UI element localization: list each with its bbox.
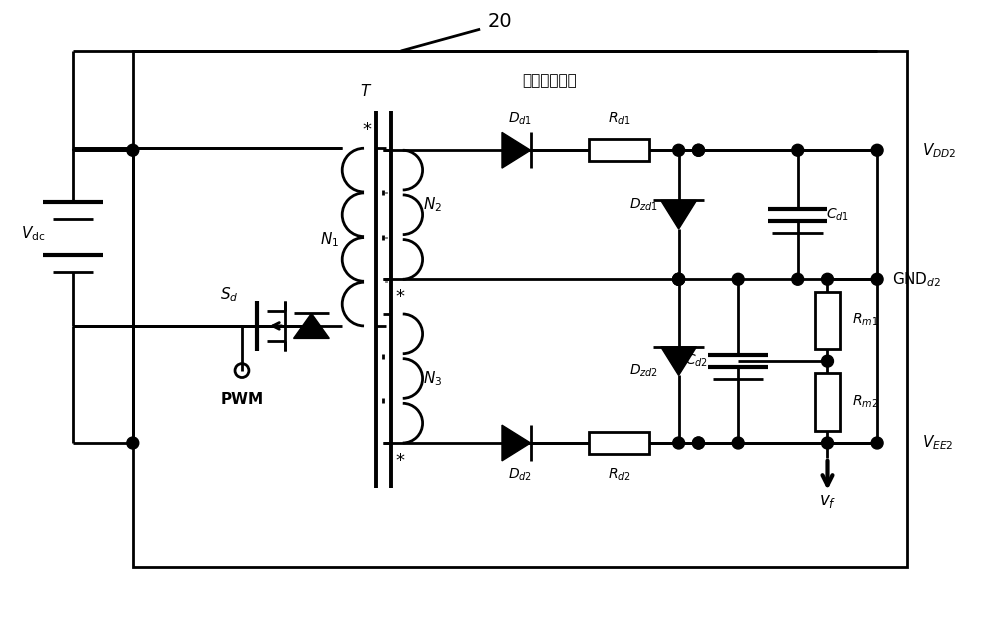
Text: $D_{zd1}$: $D_{zd1}$ [629, 197, 658, 213]
Text: $R_{m2}$: $R_{m2}$ [852, 394, 878, 410]
Circle shape [822, 437, 833, 449]
Text: 电压输出电路: 电压输出电路 [522, 73, 577, 89]
Text: $V_{DD2}$: $V_{DD2}$ [922, 141, 956, 160]
Text: $N_3$: $N_3$ [423, 369, 442, 388]
Circle shape [792, 144, 804, 156]
Circle shape [871, 273, 883, 285]
Circle shape [822, 273, 833, 285]
Circle shape [693, 144, 704, 156]
Bar [589, 139, 649, 161]
Circle shape [732, 273, 744, 285]
Bar [815, 291, 840, 349]
Circle shape [305, 320, 317, 332]
Text: $C_{d1}$: $C_{d1}$ [826, 207, 849, 223]
Bar [133, 51, 907, 567]
Polygon shape [502, 425, 531, 461]
Text: $R_{m1}$: $R_{m1}$ [852, 312, 878, 328]
Circle shape [822, 355, 833, 367]
Text: $N_2$: $N_2$ [423, 195, 442, 214]
Polygon shape [502, 133, 531, 168]
Circle shape [693, 437, 704, 449]
Circle shape [871, 437, 883, 449]
Text: $R_{d2}$: $R_{d2}$ [608, 467, 631, 483]
Circle shape [693, 144, 704, 156]
Text: $v_f$: $v_f$ [819, 492, 836, 509]
Text: $R_{d1}$: $R_{d1}$ [608, 111, 631, 127]
Bar [589, 432, 649, 454]
Text: $V_{\mathrm{dc}}$: $V_{\mathrm{dc}}$ [21, 225, 46, 244]
Polygon shape [294, 313, 329, 338]
Text: $C_{d2}$: $C_{d2}$ [685, 353, 708, 369]
Text: *: * [395, 452, 404, 470]
Text: *: * [363, 121, 372, 139]
Text: $T$: $T$ [360, 83, 372, 99]
Text: $D_{d1}$: $D_{d1}$ [508, 111, 532, 127]
Bar [815, 374, 840, 431]
Text: $D_{zd2}$: $D_{zd2}$ [629, 363, 658, 379]
Circle shape [673, 273, 685, 285]
Circle shape [673, 273, 685, 285]
Circle shape [673, 144, 685, 156]
Text: 20: 20 [488, 12, 512, 31]
Circle shape [127, 144, 139, 156]
Circle shape [693, 437, 704, 449]
Text: $S_d$: $S_d$ [220, 285, 238, 303]
Polygon shape [661, 347, 696, 376]
Text: $N_1$: $N_1$ [320, 230, 339, 249]
Circle shape [871, 144, 883, 156]
Text: PWM: PWM [220, 392, 264, 408]
Text: $V_{EE2}$: $V_{EE2}$ [922, 434, 953, 452]
Circle shape [127, 437, 139, 449]
Circle shape [732, 437, 744, 449]
Text: *: * [395, 288, 404, 306]
Text: $\mathrm{GND}_{d2}$: $\mathrm{GND}_{d2}$ [892, 270, 941, 289]
Text: $D_{d2}$: $D_{d2}$ [508, 467, 532, 483]
Circle shape [792, 273, 804, 285]
Polygon shape [661, 200, 696, 229]
Circle shape [673, 437, 685, 449]
Circle shape [673, 273, 685, 285]
